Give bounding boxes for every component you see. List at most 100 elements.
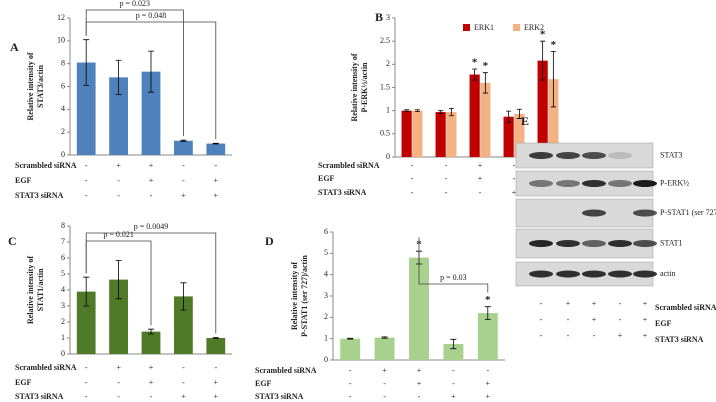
y-tick-label: 0 xyxy=(324,355,328,364)
condition-name: STAT3 siRNA xyxy=(15,392,64,401)
condition-sign: + xyxy=(116,161,121,170)
condition-sign: + xyxy=(214,392,219,401)
condition-sign: - xyxy=(411,161,414,170)
y-tick-label: 10 xyxy=(57,36,65,45)
y-tick-label: 12 xyxy=(57,13,65,22)
bar xyxy=(174,296,193,354)
blot-band xyxy=(529,180,553,187)
blot-band xyxy=(633,209,657,217)
condition-sign: + xyxy=(214,191,219,200)
y-axis-title: Relative intensity ofP-STAT1 (ser 727)/a… xyxy=(290,255,309,337)
error-bar xyxy=(115,260,122,300)
y-tick-label: 4 xyxy=(324,269,328,278)
error-bar xyxy=(148,328,154,335)
condition-sign: + xyxy=(592,315,597,324)
blot-band xyxy=(582,152,606,159)
condition-sign: + xyxy=(149,176,154,185)
blot-band xyxy=(608,240,632,247)
bracket xyxy=(85,21,217,140)
condition-sign: - xyxy=(445,161,448,170)
y-tick-label: 3 xyxy=(61,301,65,310)
bar xyxy=(435,112,446,157)
blot-row-label: STAT1 xyxy=(660,238,682,247)
condition-name: STAT3 siRNA xyxy=(15,191,64,200)
bar xyxy=(469,74,480,157)
condition-sign: + xyxy=(181,191,186,200)
condition-name: Scrambled siRNA xyxy=(15,161,77,170)
bar xyxy=(109,279,128,354)
condition-sign: - xyxy=(349,379,352,388)
condition-sign: - xyxy=(150,191,153,200)
error-bar xyxy=(438,110,444,114)
y-axis-title: Relative intensity ofP-ERK½/actin xyxy=(350,53,369,121)
condition-sign: - xyxy=(411,174,414,183)
error-bar xyxy=(83,39,90,86)
condition-sign: - xyxy=(513,174,516,183)
y-tick-label: 0 xyxy=(61,349,65,358)
condition-name: EGF xyxy=(655,319,672,328)
y-tick-label: 6 xyxy=(61,81,65,90)
y-tick-label: 2 xyxy=(386,59,390,68)
condition-name: Scrambled siRNA xyxy=(15,363,77,372)
error-bar xyxy=(506,110,512,123)
condition-name: STAT3 siRNA xyxy=(318,188,367,197)
y-axis-title-line: Relative intensity of xyxy=(26,52,35,120)
bar xyxy=(480,82,491,157)
y-tick-label: 2.5 xyxy=(380,36,390,45)
blot-band xyxy=(608,152,632,159)
panel-letter: A xyxy=(10,40,19,54)
condition-sign: - xyxy=(182,363,185,372)
bar xyxy=(503,116,514,157)
condition-sign: - xyxy=(150,392,153,401)
condition-sign: + xyxy=(116,363,121,372)
bar xyxy=(374,337,395,360)
condition-sign: + xyxy=(643,299,648,308)
condition-sign: - xyxy=(182,161,185,170)
y-tick-label: 0 xyxy=(61,150,65,159)
y-tick-label: 1 xyxy=(386,105,390,114)
condition-sign: - xyxy=(540,315,543,324)
error-bar xyxy=(516,108,522,119)
bar xyxy=(412,110,423,157)
blot-band xyxy=(529,240,553,247)
legend-swatch xyxy=(513,24,520,31)
condition-name: STAT3 siRNA xyxy=(655,335,704,344)
y-axis-title-line: P-STAT1 (ser 727)/actin xyxy=(300,255,309,337)
condition-sign: - xyxy=(452,366,455,375)
y-tick-label: 1 xyxy=(61,333,65,342)
error-bar xyxy=(347,337,354,340)
y-tick-label: 8 xyxy=(61,221,65,230)
condition-sign: - xyxy=(452,379,455,388)
condition-name: EGF xyxy=(15,378,32,387)
bracket-label: p = 0.023 xyxy=(120,0,151,8)
bar xyxy=(477,313,498,360)
bar xyxy=(76,291,96,354)
panel-letter: B xyxy=(375,10,383,24)
blot-band xyxy=(582,180,606,187)
blot-band xyxy=(633,270,657,278)
condition-name: Scrambled siRNA xyxy=(255,366,317,375)
error-bar xyxy=(404,109,410,112)
condition-sign: + xyxy=(478,161,483,170)
error-bar xyxy=(448,107,454,117)
condition-sign: + xyxy=(214,176,219,185)
error-bar xyxy=(540,40,546,81)
condition-sign: + xyxy=(478,174,483,183)
blot-row-label: STAT3 xyxy=(660,150,682,159)
bar xyxy=(174,140,193,155)
condition-sign: - xyxy=(540,331,543,340)
condition-sign: - xyxy=(182,378,185,387)
condition-sign: - xyxy=(349,392,352,401)
condition-sign: - xyxy=(567,315,570,324)
condition-sign: - xyxy=(85,176,88,185)
condition-sign: - xyxy=(479,188,482,197)
blot-band xyxy=(529,152,553,159)
y-tick-label: 1 xyxy=(324,333,328,342)
condition-name: Scrambled siRNA xyxy=(318,161,380,170)
bracket-label: p = 0.021 xyxy=(103,230,134,239)
condition-sign: - xyxy=(85,161,88,170)
condition-sign: + xyxy=(643,331,648,340)
bracket-label: p = 0.03 xyxy=(440,273,467,282)
legend-label: ERK1 xyxy=(474,23,494,32)
y-tick-label: 0 xyxy=(386,152,390,161)
